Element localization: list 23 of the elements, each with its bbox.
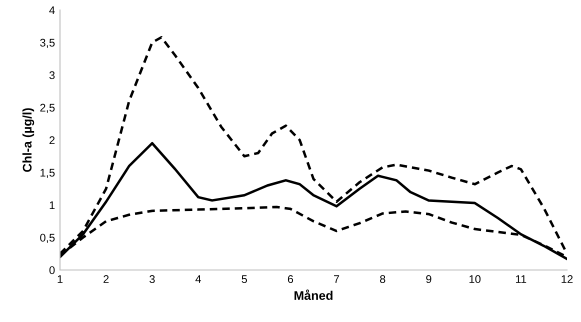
y-tick-label: 3 bbox=[49, 71, 55, 80]
x-tick-label: 10 bbox=[469, 275, 481, 284]
y-tick-label: 1,5 bbox=[40, 168, 55, 178]
y-tick-label: 2,5 bbox=[40, 104, 55, 113]
x-tick-label: 2 bbox=[104, 275, 109, 283]
x-tick-label: 8 bbox=[380, 275, 386, 284]
x-tick-label: 9 bbox=[426, 275, 432, 284]
x-tick-label: 7 bbox=[334, 275, 340, 283]
y-axis-title: Chl-a (µg/l) bbox=[22, 108, 34, 172]
x-tick-label: 11 bbox=[516, 275, 526, 283]
x-tick-label: 4 bbox=[195, 275, 202, 283]
x-tick-label: 6 bbox=[288, 275, 294, 284]
x-tick-label: 5 bbox=[242, 275, 247, 284]
y-tick-label: 0 bbox=[49, 266, 55, 274]
y-tick-label: 2 bbox=[50, 136, 55, 144]
y-tick-label: 3,5 bbox=[40, 38, 55, 48]
y-tick-label: 1 bbox=[50, 201, 55, 210]
x-tick-label: 1 bbox=[58, 275, 63, 283]
x-axis-title: Måned bbox=[294, 290, 332, 300]
y-tick-label: 0,5 bbox=[40, 234, 55, 243]
x-tick-label: 12 bbox=[562, 275, 573, 283]
y-tick-label: 4 bbox=[49, 6, 55, 14]
x-tick-label: 3 bbox=[150, 275, 155, 284]
